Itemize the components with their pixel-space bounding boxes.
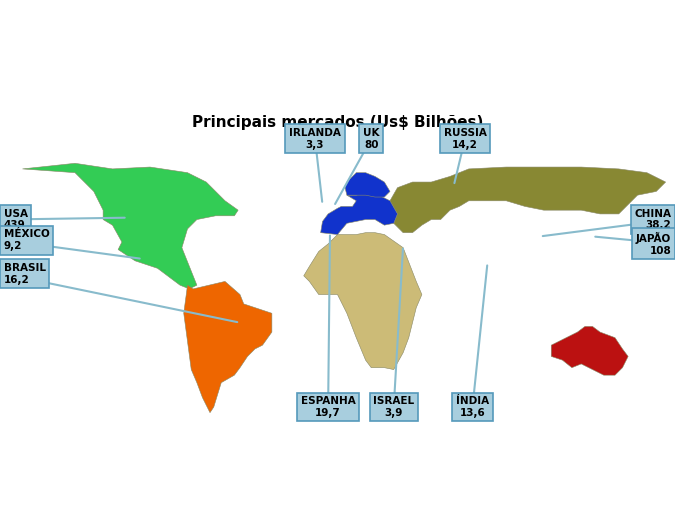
Polygon shape [304,232,422,370]
Text: MÉXICO
9,2: MÉXICO 9,2 [4,229,49,251]
Polygon shape [345,173,390,197]
Title: Principais mercados (Us$ Bilhões): Principais mercados (Us$ Bilhões) [192,115,483,130]
Text: UK
80: UK 80 [363,128,379,150]
Polygon shape [321,191,398,234]
Text: ESPANHA
19,7: ESPANHA 19,7 [301,396,356,418]
Text: RUSSIA
14,2: RUSSIA 14,2 [443,128,487,150]
Text: ÍNDIA
13,6: ÍNDIA 13,6 [456,396,489,418]
Text: BRASIL
16,2: BRASIL 16,2 [4,263,46,285]
Text: JAPÃO
108: JAPÃO 108 [636,232,671,256]
Text: USA
439: USA 439 [4,209,28,230]
Polygon shape [184,282,272,413]
Text: IRLANDA
3,3: IRLANDA 3,3 [289,128,341,150]
Polygon shape [551,327,628,375]
Text: CHINA
38,2: CHINA 38,2 [634,209,671,230]
Text: ISRAEL
3,9: ISRAEL 3,9 [373,396,414,418]
Polygon shape [390,167,666,232]
Polygon shape [22,163,238,289]
